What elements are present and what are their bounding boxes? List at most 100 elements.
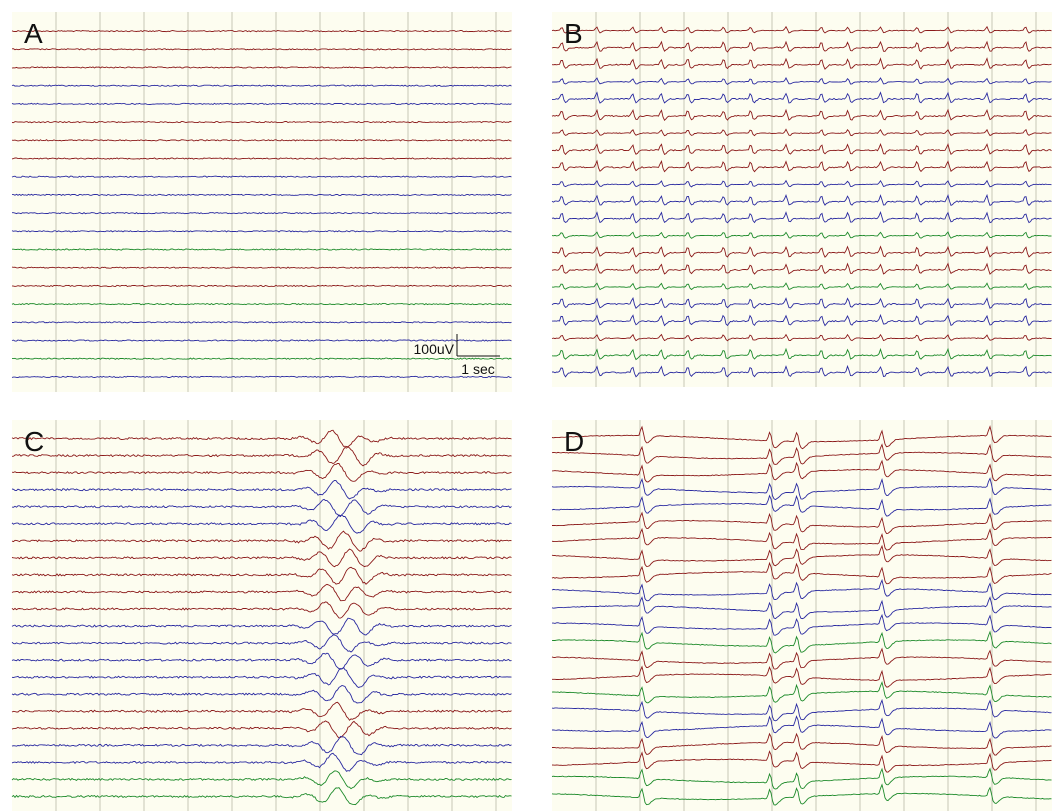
eeg-trace [11,666,512,689]
eeg-trace [11,266,512,269]
eeg-trace [11,634,512,653]
eeg-trace [551,77,1052,85]
scale-bar: 100uV 1 sec [414,334,500,377]
scale-bar-time: 1 sec [461,361,494,377]
eeg-trace [11,685,512,704]
eeg-trace [551,347,1052,361]
eeg-trace [11,701,512,721]
eeg-trace [11,514,512,534]
eeg-trace [11,48,512,51]
panel-background [552,12,1052,387]
eeg-trace [552,179,1052,188]
eeg-trace [12,211,512,215]
eeg-trace [551,108,1052,121]
eeg-trace [551,128,1052,137]
eeg-trace [12,248,512,251]
eeg-trace [11,29,512,33]
eeg-trace [12,321,512,324]
eeg-trace [11,530,512,552]
eeg-trace [551,193,1052,207]
eeg-trace [551,527,1052,551]
eeg-trace [552,732,1052,756]
panels: A B C D [11,12,1052,811]
eeg-trace [551,698,1052,722]
eeg-trace [551,561,1052,585]
eeg-trace [551,459,1052,483]
eeg-trace [11,617,512,636]
eeg-trace [551,715,1052,739]
eeg-trace [551,443,1052,465]
eeg-trace [551,630,1052,654]
eeg-trace [552,665,1052,688]
eeg-trace [551,159,1052,173]
eeg-trace [12,357,512,360]
eeg-trace [11,339,512,342]
eeg-trace [552,511,1052,534]
eeg-trace [11,175,512,178]
eeg-trace [551,767,1052,790]
eeg-trace [11,479,512,500]
eeg-trace [11,601,512,619]
eeg-trace [11,735,512,756]
eeg-trace [11,720,512,739]
eeg-trace [551,333,1052,342]
scale-bar-amplitude: 100uV [414,341,455,357]
eeg-trace [11,429,512,448]
eeg-trace [11,566,512,585]
eeg-trace [551,40,1052,53]
eeg-trace [551,647,1052,670]
eeg-trace [11,583,512,602]
eeg-trace [551,425,1052,450]
eeg-trace [551,783,1052,806]
eeg-trace [551,544,1052,567]
panel: A [11,12,512,392]
panel-background [12,12,512,392]
eeg-trace [11,230,512,233]
eeg-trace [551,297,1052,310]
panel: B [551,12,1052,387]
eeg-trace [552,613,1052,636]
eeg-trace [11,139,512,142]
eeg-trace [11,102,512,106]
panel-background [552,420,1052,811]
eeg-trace [551,750,1052,773]
panel-label: D [564,426,584,457]
eeg-trace [11,302,512,306]
panel: C [11,420,512,811]
panel: D [551,420,1052,811]
eeg-trace [11,498,512,518]
eeg-trace [551,477,1052,501]
panel-label: B [564,18,583,49]
eeg-trace [551,680,1052,704]
eeg-trace [11,463,512,482]
eeg-trace [551,210,1052,224]
panel-background [12,420,512,811]
eeg-trace [12,193,512,197]
eeg-trace [551,57,1052,70]
panel-label: C [24,426,44,457]
eeg-trace [552,91,1052,104]
eeg-trace [551,596,1052,620]
eeg-trace [551,142,1052,156]
eeg-trace [551,578,1052,602]
eeg-trace [11,787,512,806]
eeg-trace [11,284,512,288]
eeg-trace [552,313,1052,327]
eeg-trace [551,25,1052,34]
eeg-trace [551,231,1052,239]
eeg-trace [11,84,512,87]
eeg-trace [11,652,512,670]
eeg-trace [552,364,1052,378]
panel-label: A [24,18,43,49]
eeg-trace [551,262,1052,275]
eeg-trace [551,245,1052,258]
eeg-trace [11,752,512,772]
eeg-trace [11,375,512,379]
eeg-trace [11,548,512,568]
eeg-trace [11,446,512,467]
eeg-trace [11,157,512,160]
eeg-trace [11,66,512,69]
eeg-trace [11,120,512,124]
eeg-trace [551,282,1052,291]
